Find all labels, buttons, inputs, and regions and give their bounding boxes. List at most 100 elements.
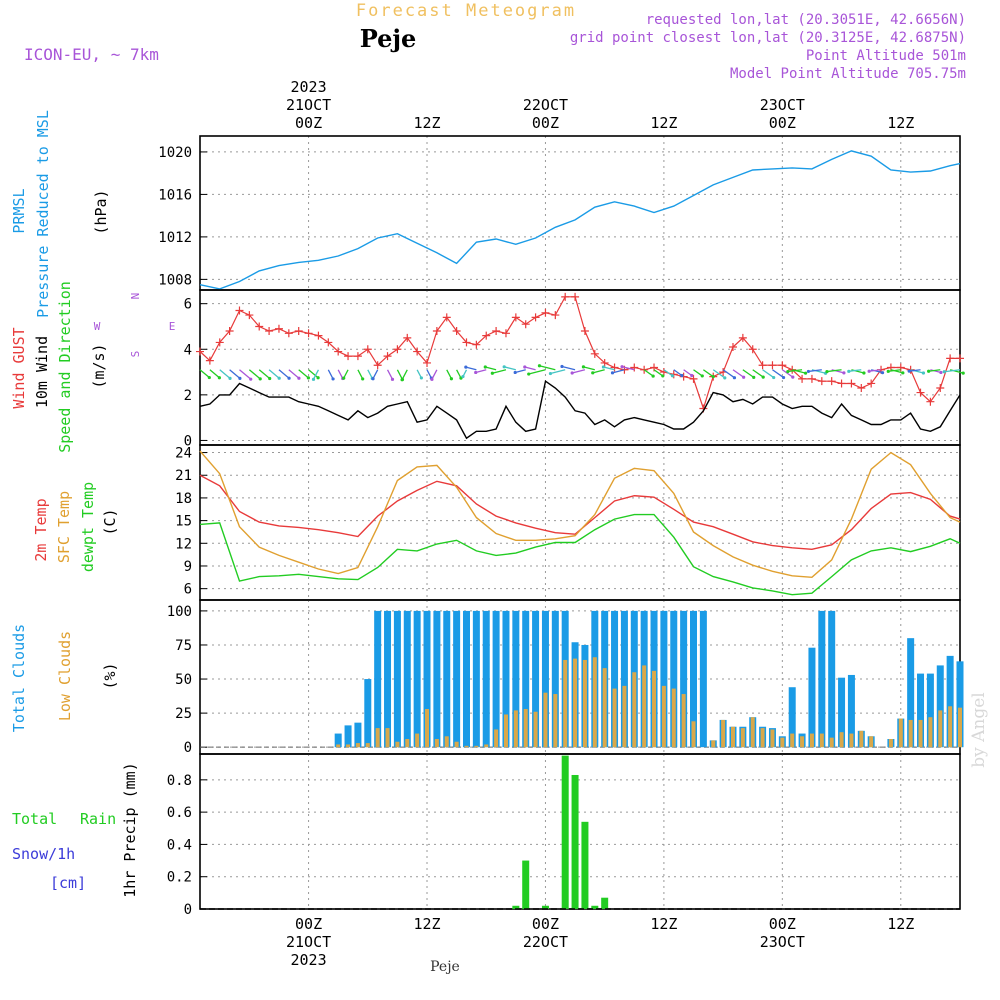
wind-arrow-head — [752, 376, 755, 379]
low-cloud-bar — [524, 709, 528, 747]
total-cloud-bar — [443, 611, 450, 747]
wind-arrow-head — [238, 377, 241, 380]
plot-layer: 1008101210161020024669121518212402550751… — [158, 78, 965, 969]
precip-label-snow: Snow/1h — [12, 845, 75, 863]
low-cloud-bar — [751, 717, 755, 747]
gust-line — [200, 297, 960, 409]
low-cloud-bar — [613, 689, 617, 748]
bottom-hour-label-2: 00Z — [532, 915, 559, 933]
low-cloud-bar — [889, 739, 893, 747]
low-cloud-bar — [761, 728, 765, 747]
wind-arrow-head — [430, 378, 433, 381]
clouds-ytick-label-3: 75 — [175, 638, 192, 654]
gust-point — [492, 327, 500, 335]
wind-arrow-head — [218, 376, 221, 379]
wind-direction-arrow — [476, 370, 487, 373]
wind-direction-arrow — [269, 370, 279, 378]
clouds-panel: 0255075100 — [167, 600, 964, 756]
precip-panel: 0 0.2 0.4 0.6 0.8 — [167, 754, 960, 918]
low-cloud-bar — [800, 736, 804, 747]
wind-unit: (m/s) — [90, 343, 108, 388]
wind-arrow-head — [514, 371, 517, 374]
low-cloud-bar — [395, 742, 399, 747]
low-cloud-bar — [425, 709, 429, 747]
top-date-label-2: 23OCT — [760, 96, 805, 114]
wind-arrow-head — [733, 376, 736, 379]
temp-2m-line — [200, 475, 960, 549]
low-cloud-bar — [336, 744, 340, 747]
low-cloud-bar — [563, 660, 567, 747]
gust-point — [818, 377, 826, 385]
precip-ytick-label-3: 0.6 — [167, 805, 192, 821]
low-cloud-bar — [849, 734, 853, 748]
wind-arrow-head — [868, 370, 871, 373]
wind-arrow-head — [611, 371, 614, 374]
gust-point — [808, 375, 816, 383]
low-cloud-bar — [780, 738, 784, 748]
wind-direction-arrow — [694, 370, 703, 376]
wind-direction-arrow — [230, 370, 240, 379]
low-cloud-bar — [830, 738, 834, 748]
gust-point — [512, 313, 520, 321]
compass-south: S — [129, 351, 142, 358]
clouds-ytick-label-4: 100 — [167, 604, 192, 620]
wind-direction-arrow — [703, 370, 713, 377]
time-axis-labels: 00Z00Z12Z12Z00Z00Z12Z12Z00Z00Z12Z12Z21OC… — [286, 78, 914, 969]
temp-ytick-label-5: 21 — [175, 468, 192, 484]
bottom-hour-label-4: 00Z — [769, 915, 796, 933]
wind-arrow-head — [791, 376, 794, 379]
low-cloud-bar — [810, 734, 814, 748]
gust-point — [344, 352, 352, 360]
gust-point — [502, 329, 510, 337]
wind-direction-arrow — [402, 370, 407, 380]
low-cloud-bar — [711, 740, 715, 747]
model-altitude: Model Point Altitude 705.75m — [730, 66, 966, 82]
precip-frame — [200, 754, 960, 909]
low-cloud-bar — [662, 686, 666, 747]
wind-direction-arrow — [259, 370, 269, 379]
clouds-frame — [200, 600, 960, 754]
low-cloud-bar — [672, 689, 676, 748]
pressure-label-prmsl: PRMSL — [10, 188, 28, 233]
wind-arrow-head — [420, 376, 423, 379]
wind-direction-arrow — [200, 370, 209, 378]
clouds-panel-labels: Total Clouds Low Clouds (%) — [10, 624, 119, 732]
wind-direction-arrow — [869, 370, 881, 371]
wind-arrow-head — [571, 371, 574, 374]
wind-arrow-head — [560, 365, 563, 368]
top-hour-label-3: 12Z — [650, 114, 677, 132]
gust-point — [532, 313, 540, 321]
wind-arrow-head — [943, 370, 946, 373]
low-cloud-bar — [573, 659, 577, 748]
precip-unit: 1hr Precip (mm) — [121, 762, 139, 897]
clouds-ytick-label-1: 25 — [175, 706, 192, 722]
wind-arrow-head — [461, 375, 464, 378]
gust-point — [838, 379, 846, 387]
gust-point — [354, 352, 362, 360]
low-cloud-bar — [445, 736, 449, 747]
location-title: Peje — [360, 24, 417, 53]
gust-point — [956, 354, 964, 362]
gust-point — [364, 345, 372, 353]
bottom-hour-label-1: 12Z — [413, 915, 440, 933]
low-cloud-bar — [504, 714, 508, 747]
wind-arrow-head — [927, 370, 930, 373]
pressure-ytick-label-3: 1020 — [158, 145, 192, 161]
wind-direction-arrow — [888, 370, 901, 372]
low-cloud-bar — [692, 721, 696, 747]
wind-arrow-head — [523, 365, 526, 368]
wind-arrow-head — [786, 370, 789, 373]
wind-arrow-head — [538, 364, 541, 367]
low-cloud-bar — [415, 734, 419, 748]
wind-direction-arrow — [249, 370, 260, 379]
total-cloud-bar — [483, 611, 490, 747]
total-cloud-bar — [414, 611, 421, 747]
wind-arrow-head — [742, 376, 745, 379]
low-cloud-bar — [474, 746, 478, 747]
wind-arrow-head — [962, 372, 965, 375]
wind-arrow-head — [549, 372, 552, 375]
top-hour-label-0: 00Z — [295, 114, 322, 132]
clouds-label-low: Low Clouds — [56, 631, 74, 721]
rain-bar — [572, 775, 579, 909]
bottom-date-label-1: 22OCT — [523, 933, 568, 951]
